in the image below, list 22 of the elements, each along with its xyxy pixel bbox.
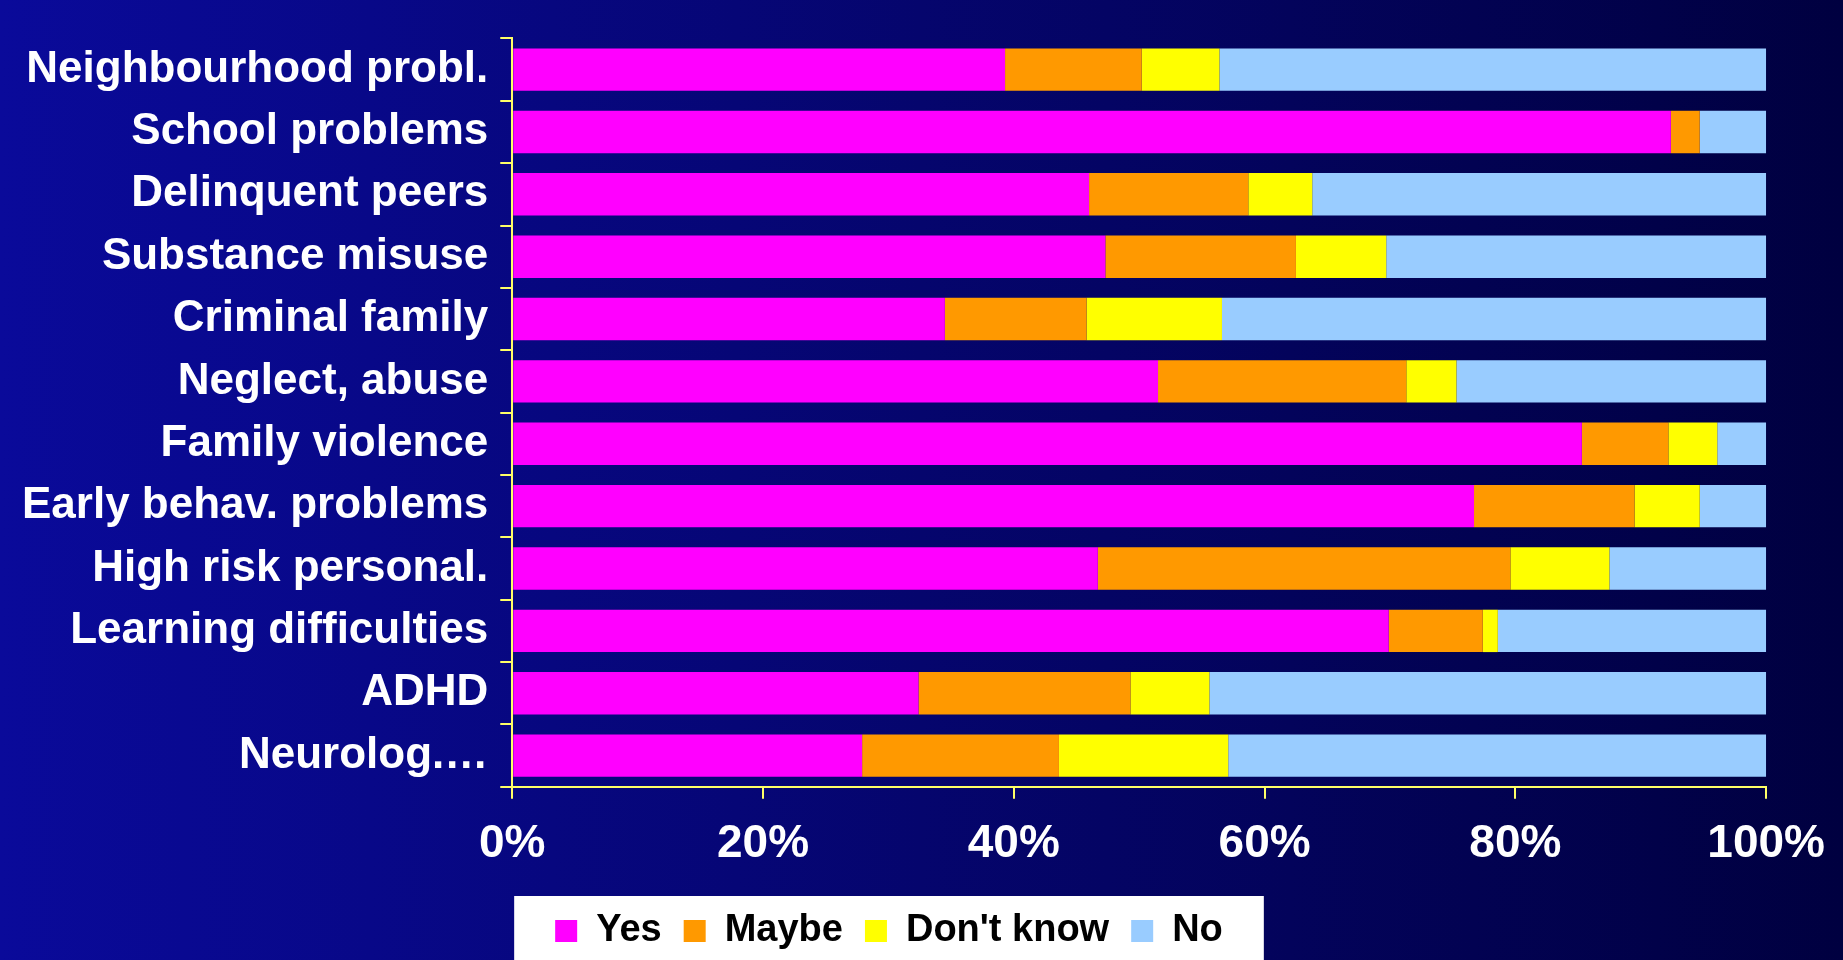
y-tick-label: High risk personal. bbox=[92, 540, 489, 590]
y-tick-label: Neurolog.… bbox=[238, 727, 489, 777]
y-tick-label: Neglect, abuse bbox=[177, 353, 489, 403]
y-tick-label: Substance misuse bbox=[101, 228, 489, 278]
x-tick-label: 40% bbox=[967, 815, 1060, 868]
x-tick-label: 100% bbox=[1707, 815, 1825, 868]
x-tick-label: 60% bbox=[1218, 815, 1311, 868]
y-tick-label: Early behav. problems bbox=[21, 478, 489, 528]
y-tick-label: Criminal family bbox=[172, 291, 489, 341]
y-tick-label: ADHD bbox=[361, 665, 489, 715]
x-tick-label: 0% bbox=[479, 815, 546, 868]
legend-label: No bbox=[1172, 907, 1223, 950]
y-tick-label: Delinquent peers bbox=[131, 166, 489, 216]
x-tick-label: 20% bbox=[717, 815, 810, 868]
legend-label: Maybe bbox=[724, 907, 843, 950]
y-tick-label: Learning difficulties bbox=[70, 603, 489, 653]
x-tick-label: 80% bbox=[1469, 815, 1562, 868]
y-tick-label: Family violence bbox=[160, 415, 489, 465]
legend-label: Don't know bbox=[905, 907, 1110, 950]
y-tick-label: Neighbourhood probl. bbox=[26, 41, 489, 91]
y-tick-label: School problems bbox=[131, 104, 489, 154]
legend-label: Yes bbox=[596, 907, 662, 950]
